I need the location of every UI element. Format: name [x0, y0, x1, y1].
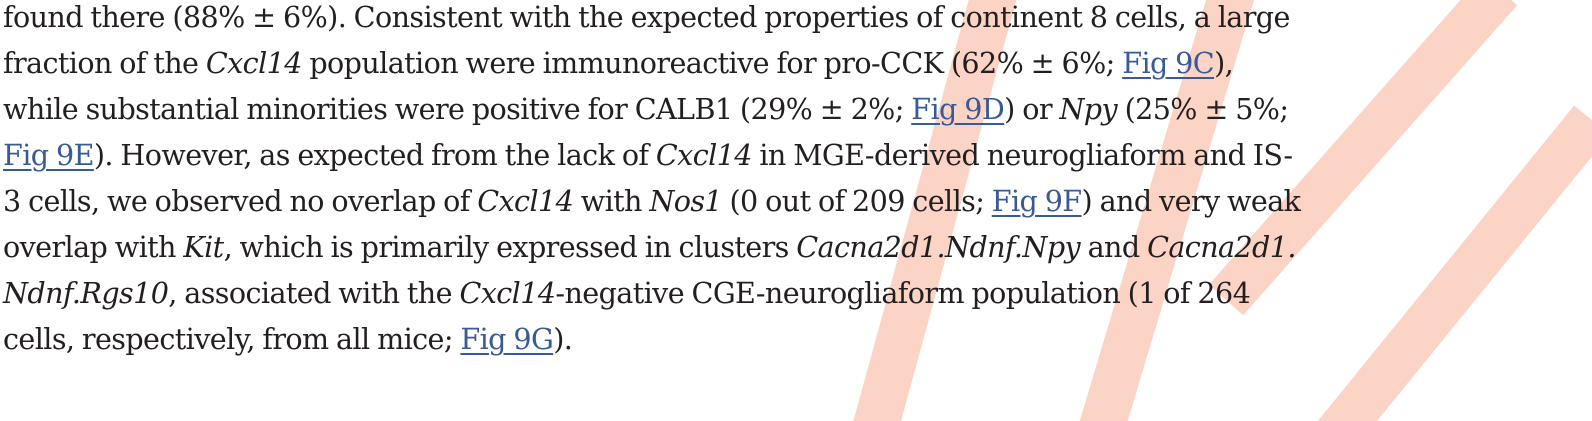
- text-line: fraction of the Cxcl14 population were i…: [3, 40, 1592, 86]
- text-line: found there (88% ± 6%). Consistent with …: [3, 0, 1592, 40]
- text-run: (0 out of 209 cells;: [722, 184, 992, 218]
- text-run: ) and very weak: [1081, 184, 1301, 218]
- text-line: Ndnf.Rgs10, associated with the Cxcl14-n…: [3, 270, 1592, 316]
- text-run: 3 cells, we observed no overlap of: [3, 184, 478, 218]
- italic-text: Ndnf.Rgs10: [3, 276, 169, 310]
- text-run: in MGE-derived neurogliaform and IS-: [751, 138, 1293, 172]
- italic-text: Cxcl14: [459, 276, 556, 310]
- italic-text: Kit: [183, 230, 224, 264]
- italic-text: Npy: [1059, 92, 1118, 126]
- text-run: (25% ± 5%;: [1117, 92, 1289, 126]
- text-run: cells, respectively, from all mice;: [3, 322, 461, 356]
- figure-link[interactable]: Fig 9C: [1122, 46, 1215, 80]
- text-run: ). However, as expected from the lack of: [93, 138, 656, 172]
- text-run: , associated with the: [168, 276, 460, 310]
- text-line: while substantial minorities were positi…: [3, 86, 1592, 132]
- text-run: ),: [1214, 46, 1234, 80]
- text-run: population were immunoreactive for pro-C…: [301, 46, 1123, 80]
- figure-link[interactable]: Fig 9D: [911, 92, 1005, 126]
- figure-link[interactable]: Fig 9G: [460, 322, 554, 356]
- text-line: 3 cells, we observed no overlap of Cxcl1…: [3, 178, 1592, 224]
- italic-text: Nos1: [649, 184, 723, 218]
- italic-text: Cxcl14: [477, 184, 574, 218]
- text-run: overlap with: [3, 230, 184, 264]
- italic-text: Cacna2d1.: [1147, 230, 1296, 264]
- figure-link[interactable]: Fig 9E: [3, 138, 94, 172]
- text-run: and: [1080, 230, 1148, 264]
- text-run: while substantial minorities were positi…: [3, 92, 912, 126]
- text-run: , which is primarily expressed in cluste…: [223, 230, 797, 264]
- text-run: found there (88% ± 6%). Consistent with …: [3, 0, 1290, 34]
- body-paragraph: found there (88% ± 6%). Consistent with …: [3, 0, 1592, 362]
- italic-text: Cxcl14: [205, 46, 303, 80]
- italic-text: Cacna2d1.Ndnf.Npy: [796, 230, 1081, 264]
- text-line: Fig 9E). However, as expected from the l…: [3, 132, 1592, 178]
- italic-text: Cxcl14: [655, 138, 753, 172]
- text-line: cells, respectively, from all mice; Fig …: [3, 316, 1592, 362]
- text-run: ) or: [1004, 92, 1060, 126]
- figure-link[interactable]: Fig 9F: [991, 184, 1082, 218]
- text-run: ).: [553, 322, 573, 356]
- text-line: overlap with Kit, which is primarily exp…: [3, 224, 1592, 270]
- text-run: -negative CGE-neurogliaform population (…: [555, 276, 1251, 310]
- text-run: with: [573, 184, 650, 218]
- text-run: fraction of the: [3, 46, 206, 80]
